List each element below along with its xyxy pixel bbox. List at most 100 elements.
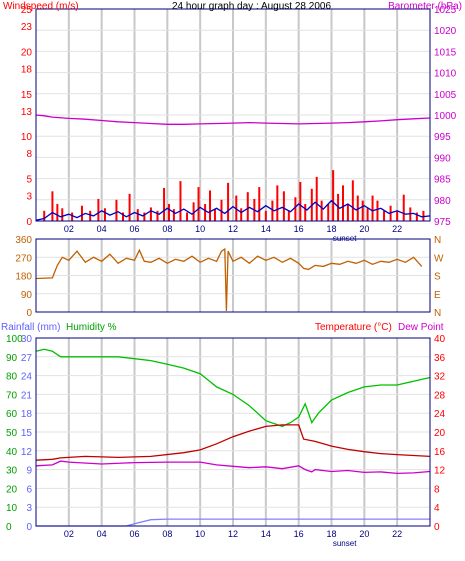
panel-wind-frame: [35, 8, 431, 222]
panel-climate-frame: [35, 337, 431, 527]
x-tick-label: 16: [294, 529, 304, 539]
y-tick-label: S: [434, 272, 441, 283]
y-tick-label: 990: [434, 153, 451, 164]
x-tick-label: 16: [294, 224, 304, 234]
y-tick-label: 40: [434, 334, 446, 345]
temperature-axis-title: Temperature (°C): [315, 322, 392, 333]
y-tick-label: 8: [26, 149, 32, 160]
y-tick-label: 0: [6, 522, 12, 533]
y-tick-label: 20: [434, 428, 446, 439]
wind_avg-line: [35, 199, 431, 221]
humidity-axis-title: Humidity %: [66, 322, 117, 333]
x-tick-label: 20: [359, 529, 369, 539]
y-tick-label: 270: [15, 253, 32, 264]
y-tick-label: W: [434, 253, 444, 264]
sunset-label: sunset: [333, 234, 357, 243]
sunset-label: sunset: [333, 539, 357, 548]
x-tick-label: 12: [228, 529, 238, 539]
y-tick-label: 32: [434, 372, 446, 383]
y-tick-label: 3: [26, 503, 32, 514]
y-tick-label: 28: [434, 390, 446, 401]
x-tick-label: 02: [64, 224, 74, 234]
y-tick-label: 0: [434, 522, 440, 533]
x-tick-label: 18: [326, 224, 336, 234]
y-tick-label: 100: [6, 334, 23, 345]
barometer-line: [35, 114, 431, 125]
x-tick-label: 22: [392, 224, 402, 234]
y-tick-label: 20: [21, 47, 33, 58]
x-tick-label: 04: [97, 529, 107, 539]
y-tick-label: 8: [434, 484, 440, 495]
dewpoint-axis-title: Dew Point: [398, 322, 444, 333]
x-tick-label: 22: [392, 529, 402, 539]
y-tick-label: 12: [21, 447, 33, 458]
y-tick-label: N: [434, 235, 441, 246]
y-tick-label: 80: [6, 372, 18, 383]
y-tick-label: 36: [434, 353, 446, 364]
chart-title: 24 hour graph day : August 28 2006: [172, 1, 331, 12]
x-tick-label: 02: [64, 529, 74, 539]
x-tick-label: 20: [359, 224, 369, 234]
x-tick-label: 06: [129, 224, 139, 234]
y-tick-label: 18: [21, 409, 33, 420]
dewpoint-line: [35, 460, 431, 475]
y-tick-label: 60: [6, 409, 18, 420]
y-tick-label: 0: [26, 522, 32, 533]
y-tick-label: 0: [26, 217, 32, 228]
y-tick-label: 13: [21, 107, 33, 118]
rainfall-axis-title: Rainfall (mm): [1, 322, 60, 333]
grid-layer: [36, 9, 430, 526]
y-tick-label: 360: [15, 235, 32, 246]
y-tick-label: 15: [21, 90, 33, 101]
y-tick-label: 90: [6, 353, 18, 364]
y-tick-label: 995: [434, 132, 451, 143]
y-tick-label: 23: [21, 22, 33, 33]
y-tick-label: 980: [434, 196, 451, 207]
y-tick-label: 1020: [434, 26, 457, 37]
x-tick-label: 12: [228, 224, 238, 234]
panel-direction-frame: [35, 238, 431, 313]
y-tick-label: 18: [21, 64, 33, 75]
y-tick-label: 16: [434, 447, 446, 458]
x-tick-label: 08: [162, 529, 172, 539]
wind-direction-line: [35, 247, 423, 312]
y-tick-label: 20: [6, 484, 18, 495]
y-tick-label: 30: [6, 466, 18, 477]
x-tick-label: 14: [261, 529, 271, 539]
humidity-line: [35, 348, 431, 428]
y-tick-label: 1010: [434, 69, 457, 80]
y-tick-label: 0: [26, 308, 32, 319]
y-tick-label: 6: [26, 484, 32, 495]
wind-axis-title: Windspeed (m/s): [3, 1, 79, 12]
y-tick-label: 180: [15, 272, 32, 283]
y-tick-label: 985: [434, 175, 451, 186]
x-tick-label: 18: [326, 529, 336, 539]
barometer-axis-title: Barometer (hPa): [388, 1, 462, 12]
y-tick-label: 3: [26, 192, 32, 203]
y-tick-label: 21: [21, 390, 33, 401]
y-tick-label: 10: [21, 132, 33, 143]
y-tick-label: E: [434, 290, 441, 301]
y-tick-label: 5: [26, 175, 32, 186]
y-tick-label: 1015: [434, 47, 457, 58]
y-tick-label: N: [434, 308, 441, 319]
axes-layer: 0358101315182023259759809859909951000100…: [6, 5, 457, 548]
y-tick-label: 24: [434, 409, 446, 420]
y-tick-label: 70: [6, 390, 18, 401]
y-tick-label: 1000: [434, 111, 457, 122]
y-tick-label: 90: [21, 290, 33, 301]
y-tick-label: 27: [21, 353, 33, 364]
y-tick-label: 12: [434, 466, 446, 477]
x-tick-label: 10: [195, 529, 205, 539]
x-tick-label: 06: [129, 529, 139, 539]
y-tick-label: 15: [21, 428, 33, 439]
y-tick-label: 4: [434, 503, 440, 514]
y-tick-label: 1005: [434, 90, 457, 101]
y-tick-label: 30: [21, 334, 33, 345]
series-layer: [35, 114, 431, 527]
y-tick-label: 24: [21, 372, 33, 383]
y-tick-label: 40: [6, 447, 18, 458]
y-tick-label: 1025: [434, 5, 457, 16]
